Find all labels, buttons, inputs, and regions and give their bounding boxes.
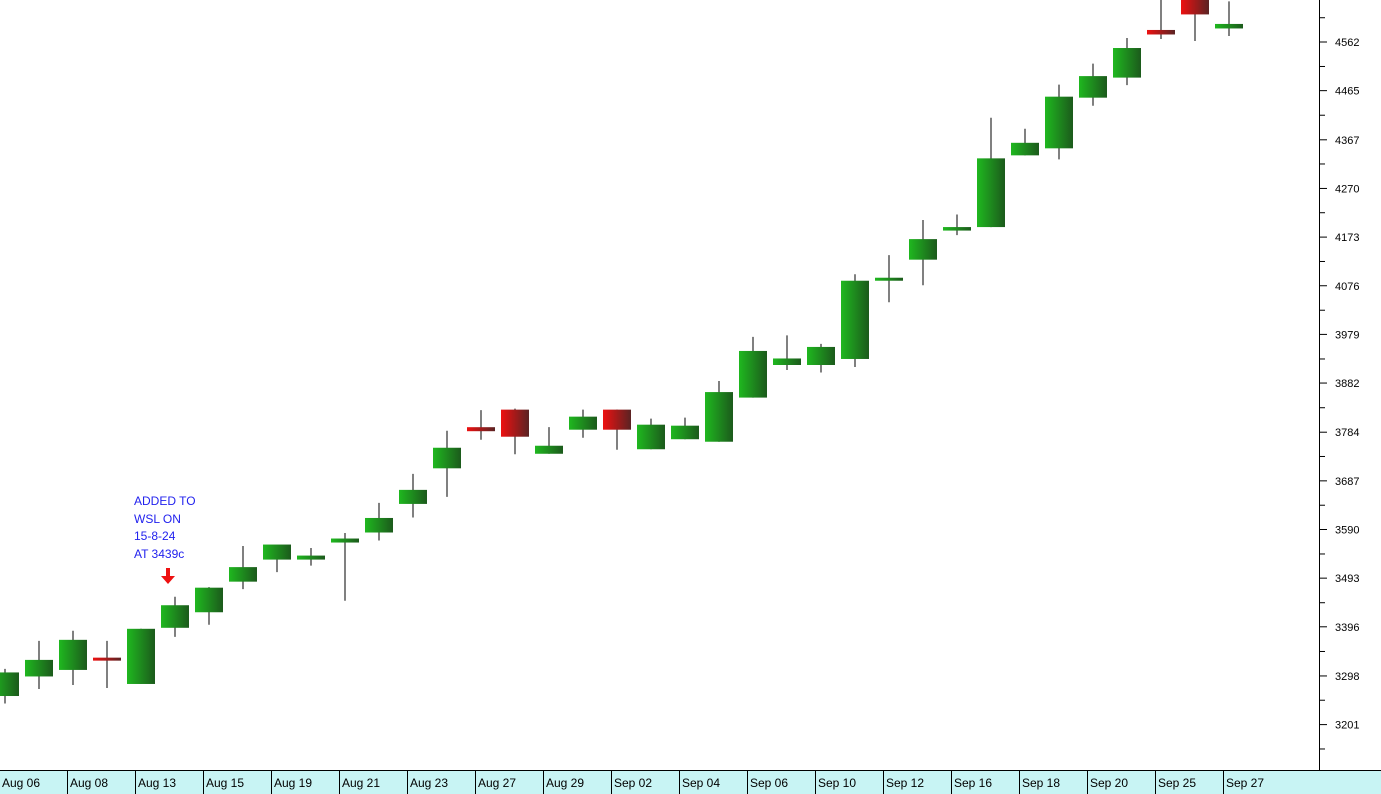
x-tick-label: Aug 29 xyxy=(546,776,584,790)
date-axis: Aug 06 Aug 08 Aug 13 Aug 15 Aug 19 Aug 21 Aug … xyxy=(2,771,1264,794)
candle-body-up xyxy=(59,639,87,670)
x-tick-label: Sep 25 xyxy=(1158,776,1196,790)
y-tick-label: 4076 xyxy=(1335,281,1359,293)
x-tick-label: Sep 04 xyxy=(682,776,720,790)
candle-body-up xyxy=(161,605,189,628)
annotation-line: ADDED TO xyxy=(134,494,196,508)
y-tick-label: 3298 xyxy=(1335,671,1359,683)
candle-body-up xyxy=(637,424,665,450)
candle-body-up xyxy=(195,587,223,613)
candle-body-up xyxy=(25,659,53,677)
x-tick-label: Aug 19 xyxy=(274,776,312,790)
annotation-line: WSL ON xyxy=(134,511,181,526)
x-tick-label: Sep 16 xyxy=(954,776,992,790)
candle-body-down xyxy=(1181,0,1209,15)
x-tick-label: Sep 20 xyxy=(1090,776,1128,790)
y-tick-label: 4465 xyxy=(1335,86,1359,98)
y-tick-label: 4173 xyxy=(1335,232,1359,244)
x-tick-label: Sep 27 xyxy=(1226,776,1264,790)
candle-body-up xyxy=(229,567,257,582)
candle-body-up xyxy=(671,425,699,440)
x-tick-label: Aug 08 xyxy=(70,776,108,790)
annotation-arrow xyxy=(161,568,175,584)
x-tick-label: Sep 06 xyxy=(750,776,788,790)
candle-body-up xyxy=(739,350,767,398)
y-tick-label: 3396 xyxy=(1335,622,1359,634)
x-tick-label: Aug 13 xyxy=(138,776,176,790)
annotation-arrow-shaft xyxy=(166,568,170,577)
candle-body-up xyxy=(1079,76,1107,98)
y-tick-label: 3784 xyxy=(1335,427,1359,439)
y-tick-label: 4562 xyxy=(1335,37,1359,49)
candle-body-up xyxy=(875,277,903,281)
y-tick-label: 3590 xyxy=(1335,525,1359,537)
x-tick-label: Aug 15 xyxy=(206,776,244,790)
candle-body-up xyxy=(0,672,19,697)
candle-body-down xyxy=(501,409,529,437)
candle-body-up xyxy=(909,239,937,260)
candle-body-up xyxy=(943,227,971,231)
candle-body-up xyxy=(263,544,291,560)
candle-body-up xyxy=(705,392,733,442)
y-tick-label: 3979 xyxy=(1335,329,1359,341)
candle-body-up xyxy=(1215,23,1243,29)
y-tick-label: 3201 xyxy=(1335,720,1359,732)
candle-body-up xyxy=(127,628,155,684)
candle-body-up xyxy=(569,416,597,430)
candle-body-down xyxy=(1147,29,1175,35)
candle-body-up xyxy=(399,489,427,504)
candle-body-up xyxy=(773,358,801,365)
x-tick-label: Aug 27 xyxy=(478,776,516,790)
y-tick-label: 4367 xyxy=(1335,135,1359,147)
candle-body-up xyxy=(331,538,359,543)
candle-body-up xyxy=(433,447,461,469)
x-tick-label: Sep 18 xyxy=(1022,776,1060,790)
candle-body-down xyxy=(93,657,121,661)
candle-body-down xyxy=(603,409,631,430)
annotation-line: AT 3439c xyxy=(134,546,185,561)
candle-body-up xyxy=(297,555,325,560)
candle-body-up xyxy=(977,158,1005,228)
x-tick-label: Aug 21 xyxy=(342,776,380,790)
x-tick-label: Sep 12 xyxy=(886,776,924,790)
annotation-text: ADDED TO WSL ON 15-8-24 AT 3439c xyxy=(134,493,196,563)
candle-body-up xyxy=(1011,142,1039,156)
x-tick-label: Aug 06 xyxy=(2,776,40,790)
annotation-arrow-head xyxy=(161,576,175,584)
price-axis: 3201 3298 3396 3493 3590 3687 3784 3882 3979 4076… xyxy=(1319,17,1359,750)
candle-body-up xyxy=(807,346,835,365)
y-tick-label: 3882 xyxy=(1335,378,1359,390)
x-tick-label: Sep 10 xyxy=(818,776,856,790)
bodies-layer xyxy=(0,0,1243,697)
date-axis-bar xyxy=(0,771,1381,794)
y-tick-label: 4270 xyxy=(1335,183,1359,195)
candle-body-up xyxy=(1113,48,1141,78)
candle-body-up xyxy=(535,445,563,454)
candle-body-down xyxy=(467,427,495,432)
y-tick-label: 3493 xyxy=(1335,573,1359,585)
candle-body-up xyxy=(1045,96,1073,149)
x-tick-label: Sep 02 xyxy=(614,776,652,790)
annotation-line: 15-8-24 xyxy=(134,529,176,543)
candle-body-up xyxy=(365,517,393,533)
candle-body-up xyxy=(841,280,869,359)
y-tick-label: 3687 xyxy=(1335,476,1359,488)
x-tick-label: Aug 23 xyxy=(410,776,448,790)
